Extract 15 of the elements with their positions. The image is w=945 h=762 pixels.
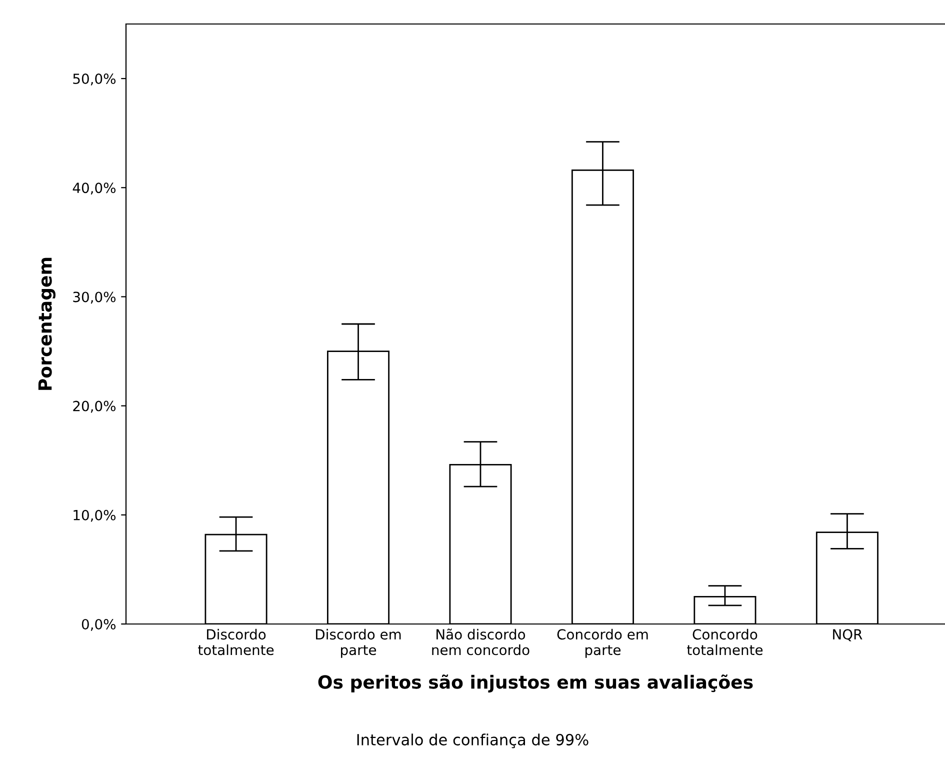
y-tick-label: 10,0%	[74, 510, 116, 522]
x-tick-label: Concordo em parte	[557, 628, 648, 658]
text: Intervalo de confiança de 99%	[357, 734, 588, 748]
y-tick-label: 0,0%	[82, 618, 116, 631]
y-axis-title: Porcentagem	[38, 258, 56, 390]
x-tick-label: Não discordo nem concordo	[432, 628, 530, 656]
y-tick-label: 20,0%	[73, 400, 116, 413]
y-tick-label: 40,0%	[72, 182, 116, 195]
y-tick-label: 30,0%	[73, 292, 116, 304]
x-tick-label: Discordo totalmente	[198, 628, 274, 656]
x-tick-label: Concordo totalmente	[687, 628, 763, 656]
x-axis-title: Os peritos são injustos em suas avaliações	[318, 674, 753, 692]
y-tick-label: 50,0%	[73, 74, 116, 86]
x-tick-label: NQR	[833, 629, 862, 642]
x-tick-label: Discordo em parte	[316, 628, 401, 658]
